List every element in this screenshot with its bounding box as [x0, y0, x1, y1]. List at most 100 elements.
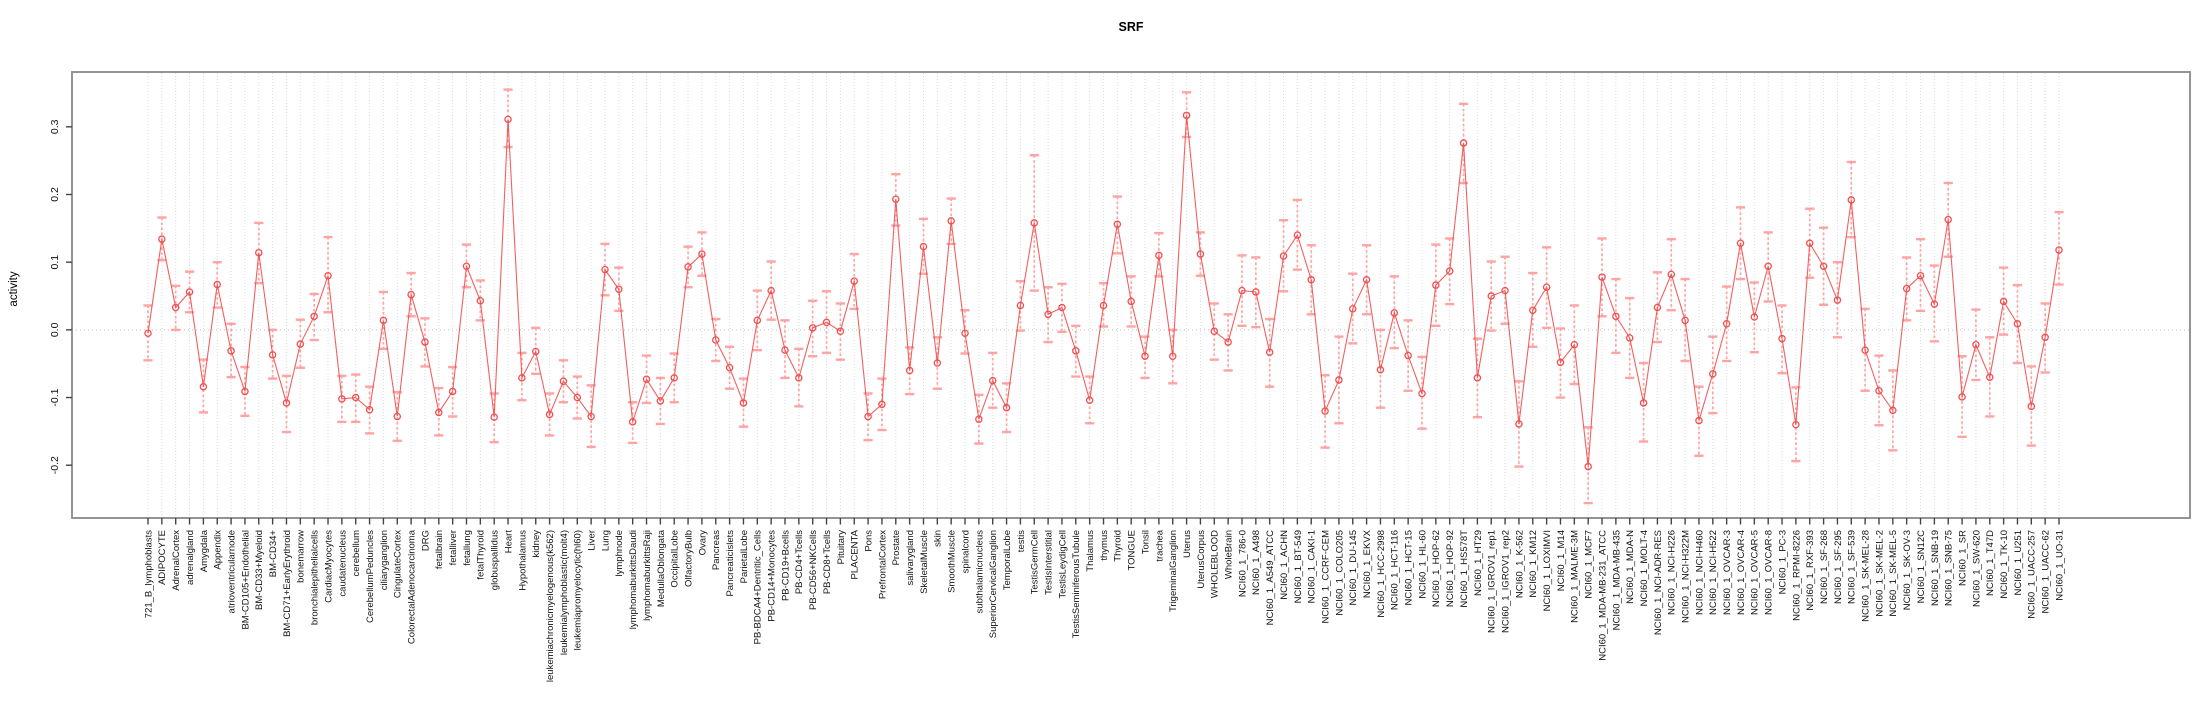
x-tick-label: subthalamicnucleus [974, 530, 985, 614]
data-point [1196, 250, 1205, 258]
x-tick-label: Pituitary [836, 530, 847, 565]
x-tick-label: UterusCorpus [1196, 530, 1207, 589]
data-point [476, 297, 485, 305]
x-tick-label: salivarygland [905, 530, 916, 585]
x-tick-label: NCI60_1_IGROV1_rep1 [1487, 530, 1498, 633]
x-tick-label: NCI60_1_OVCAR-5 [1750, 530, 1761, 615]
x-tick-label: NCI60_1_HCT-116 [1390, 530, 1401, 610]
x-tick-label: NCI60_1_CAKI-1 [1307, 530, 1318, 603]
x-tick-label: CardiacMyocytes [323, 530, 334, 603]
x-tick-label: TONGUE [1127, 530, 1138, 570]
x-tick-label: NCI60_1_NCI-H322M [1681, 530, 1692, 623]
x-tick-label: NCI60_1_NCI-H226 [1667, 530, 1678, 615]
data-point [1875, 387, 1883, 395]
data-point [1681, 316, 1689, 325]
x-tick-label: Pons [863, 530, 874, 552]
x-tick-label: NCI60_1_PC-3 [1777, 530, 1788, 594]
x-tick-label: ADIPOCYTE [157, 530, 168, 585]
data-point [684, 263, 692, 271]
data-point [1113, 220, 1122, 229]
data-point [864, 412, 872, 421]
x-tick-label: atrioventricularnode [226, 530, 237, 613]
x-tick-label: WholeBrain [1224, 530, 1235, 579]
x-tick-label: PLACENTA [850, 529, 861, 579]
data-point [850, 277, 858, 285]
x-tick-label: Tonsil [1140, 530, 1151, 554]
series-line [147, 115, 2060, 467]
data-point [905, 366, 914, 375]
x-tick-label: NCI60_1_HL-60 [1417, 530, 1428, 599]
x-tick-label: NCI60_1_SR [1957, 530, 1968, 586]
data-point [670, 374, 678, 382]
data-point [1653, 303, 1662, 312]
x-tick-label: NCI60_1_K-562 [1514, 530, 1525, 598]
data-point [1002, 403, 1011, 412]
x-tick-label: Lung [600, 530, 611, 551]
data-point [1445, 267, 1454, 275]
x-tick-label: leukemiachronicmyelogenous(k562) [545, 530, 556, 682]
x-tick-label: PB-CD4+Tcells [794, 530, 805, 594]
data-point [1459, 139, 1468, 147]
x-tick-label: WHOLEBLOOD [1210, 530, 1221, 598]
x-tick-label: 721_B_lymphoblasts [143, 530, 154, 618]
data-point [1639, 399, 1648, 407]
x-tick-label: NCI60_1_MDA-MB-435 [1611, 530, 1622, 630]
x-tick-label: NCI60_1_EKVX [1362, 529, 1373, 598]
data-point [1418, 389, 1426, 398]
data-point [1695, 416, 1703, 425]
y-tick-label: -0.2 [49, 456, 61, 474]
x-tick-label: NCI60_1_NCI-H460 [1694, 530, 1705, 615]
x-tick-label: PrefrontalCortex [877, 530, 888, 599]
x-tick-label: NCI60_1_ACHN [1279, 530, 1290, 600]
x-tick-label: PB-CD56+NKCells [808, 530, 819, 610]
x-tick-label: ColorectalAdenocarcinoma [407, 529, 418, 644]
data-point [462, 262, 471, 270]
data-point [1279, 252, 1288, 260]
x-tick-label: NCI60_1_SNB-75 [1944, 530, 1955, 606]
data-point [975, 415, 983, 423]
data-point [1238, 286, 1246, 295]
x-tick-label: Liver [587, 530, 598, 551]
data-point [1335, 376, 1343, 384]
data-point [1168, 352, 1177, 360]
y-tick-label: 0.2 [49, 187, 61, 202]
data-point [1916, 271, 1925, 280]
x-tick-label: NCI60_1_SF-268 [1819, 530, 1830, 604]
data-point [490, 413, 498, 421]
x-tick-label: NCI60_1_MCF7 [1584, 530, 1595, 599]
x-tick-label: Pancreaticislets [725, 530, 736, 597]
data-point [1944, 215, 1952, 224]
x-tick-label: Prostate [891, 530, 902, 565]
x-tick-label: bronchialepithelialcells [310, 530, 321, 625]
data-point [656, 397, 665, 405]
x-tick-label: fetalliver [448, 530, 459, 565]
data-point [324, 271, 332, 280]
data-point [1182, 111, 1191, 120]
data-point [351, 393, 360, 402]
data-point [1556, 358, 1565, 367]
data-point [1584, 462, 1592, 471]
x-tick-label: Ovary [697, 530, 708, 556]
data-point [365, 405, 374, 414]
data-point [531, 347, 540, 356]
data-point [2027, 402, 2036, 411]
x-tick-label: NCI60_1_NCI-ADR-RES [1653, 530, 1664, 635]
data-point [1127, 297, 1135, 306]
y-tick-label: 0.3 [49, 119, 61, 134]
x-tick-label: PB-CD8+Tcells [822, 530, 833, 594]
data-point [171, 303, 180, 312]
x-tick-label: NCI60_1_HS578T [1459, 530, 1470, 608]
x-tick-label: NCI60_1_CCRF-CEM [1320, 530, 1331, 624]
x-tick-label: NCI60_1_HCT-15 [1404, 530, 1415, 606]
x-tick-label: Heart [503, 530, 514, 554]
x-tick-label: bonemarrow [296, 530, 307, 583]
x-tick-label: testis [1016, 530, 1027, 552]
x-tick-label: OlfactoryBulb [683, 530, 694, 587]
y-tick-label: 0.0 [49, 322, 61, 337]
x-tick-label: NCI60_1_A498 [1251, 530, 1262, 595]
x-tick-label: NCI60_1_KM12 [1528, 530, 1539, 598]
x-tick-label: NCI60_1_HCC-2998 [1376, 530, 1387, 618]
data-point [2013, 320, 2022, 328]
data-point [1099, 301, 1108, 310]
